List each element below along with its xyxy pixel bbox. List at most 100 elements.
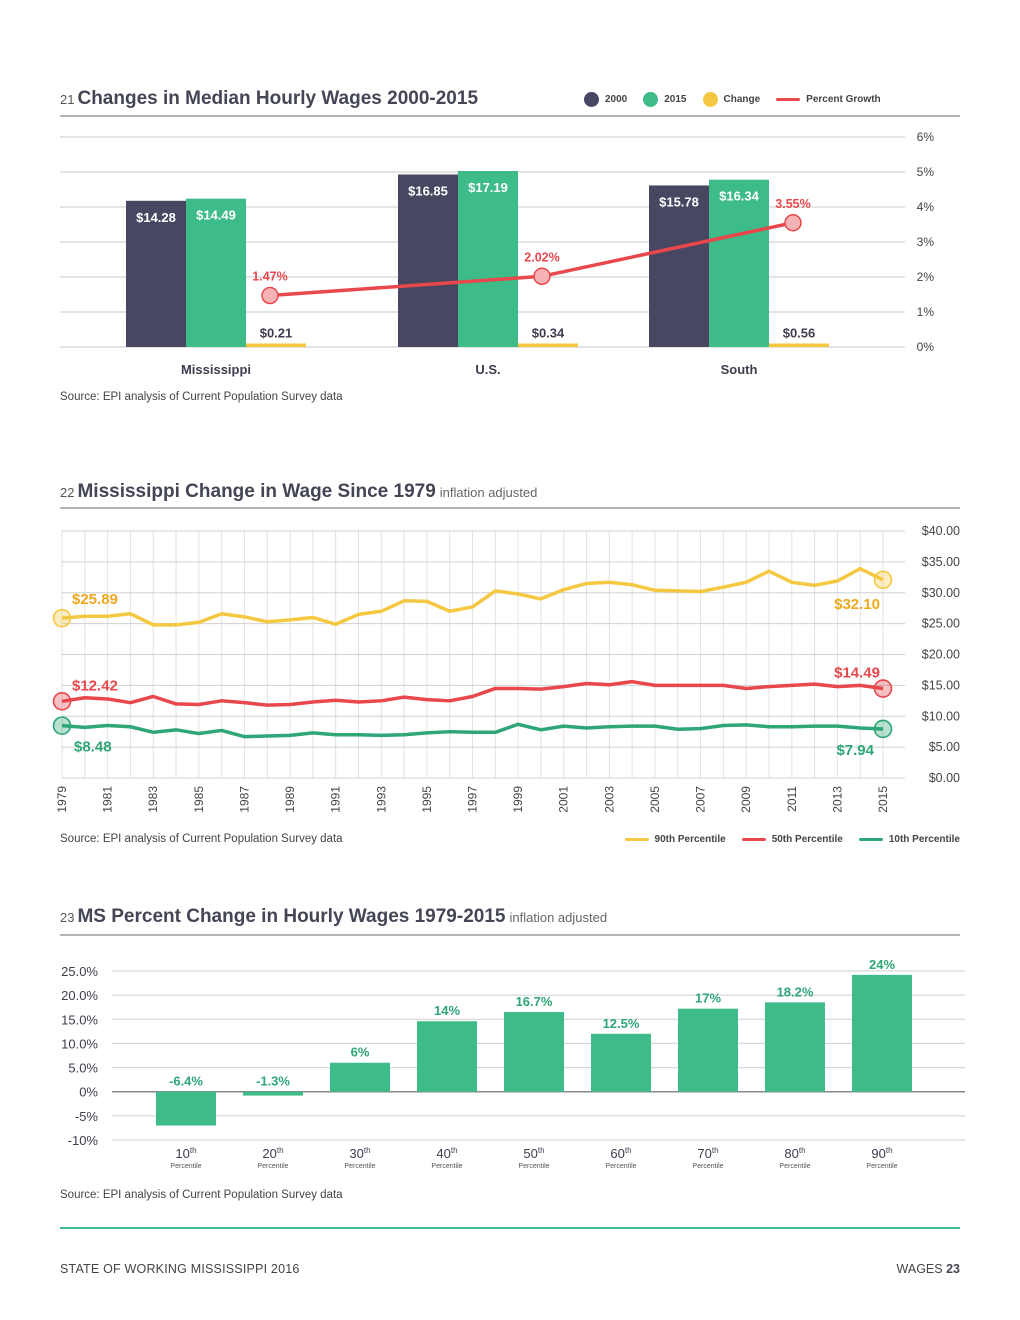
x-category-label: U.S. [475,362,500,377]
x-tick-label: 1983 [146,786,160,813]
bar-20th-percentile [243,1091,303,1096]
bar-value-label: 17% [695,991,721,1006]
y-tick-label: 2% [917,270,935,284]
x-tick-label: 1997 [466,786,480,813]
percent-growth-label: 1.47% [252,270,287,284]
legend-label: 50th Percentile [771,834,843,845]
x-category-label: 20th [262,1146,283,1161]
series-start-label: $25.89 [72,591,118,608]
bar-u-s-2015 [458,171,518,347]
legend-label: 2015 [664,94,687,105]
legend-swatch [643,92,659,107]
bar-value-label: $0.34 [532,326,565,341]
fig1-title: 21 Changes in Median Hourly Wages 2000-20… [60,88,478,110]
fig1-source: Source: EPI analysis of Current Populati… [60,391,343,403]
fig2-title-rule [60,507,960,509]
y-tick-label: 20.0% [61,988,98,1003]
x-tick-label: 2013 [830,786,844,813]
fig1-chart: 0% 1% 2% 3% 4% 5% 6% $14.28 $14.49 $0.21 Mississip… [60,130,935,377]
fig3-title-rule [60,934,960,936]
x-tick-label: 2009 [739,786,753,813]
series-end-marker [873,679,893,698]
footer-page-number: 23 [946,1262,960,1276]
percent-growth-point [784,214,802,232]
bar-70th-percentile [678,1008,738,1092]
y-tick-label: 3% [917,235,935,249]
series-end-marker [873,570,893,590]
series-line-50th-percentile [61,679,884,707]
x-tick-label: 2003 [602,786,616,813]
bar-value-label: 12.5% [603,1016,640,1031]
x-category-label: South [721,362,758,377]
x-tick-label: 1995 [420,786,434,813]
x-category-sublabel: Percentile [344,1163,375,1170]
fig3-source: Source: EPI analysis of Current Populati… [60,1189,343,1201]
legend-item-2015: 2015 [643,92,687,107]
bar-value-label: $16.85 [408,183,448,198]
y-tick-label: 0% [79,1085,98,1100]
x-tick-label: 1989 [283,786,297,813]
x-category-label: 80th [784,1146,805,1161]
footer-page-info: WAGES 23 [897,1262,960,1276]
fig2-source: Source: EPI analysis of Current Populati… [60,833,343,845]
bar-south-2000 [649,185,709,347]
x-category-sublabel: Percentile [779,1163,810,1170]
fig2-number: 22 [60,485,75,500]
y-tick-label: $35.00 [922,555,960,569]
y-tick-label: 0% [917,340,935,354]
bar-value-label: $14.49 [196,208,236,223]
fig2-title: 22 Mississippi Change in Wage Since 1979 i… [60,481,537,503]
bar-south-2015 [709,179,769,347]
bar-value-label: 24% [869,957,895,972]
bar-value-label: $16.34 [719,189,760,204]
y-tick-label: $10.00 [922,709,960,723]
x-tick-label: 2001 [557,786,571,813]
x-tick-label: 1991 [329,786,343,813]
bar-u-s-2000 [398,174,458,347]
series-start-label: $12.42 [72,677,118,694]
x-category-sublabel: Percentile [518,1163,549,1170]
x-category-label: 70th [697,1146,718,1161]
series-start-label: $8.48 [74,739,112,756]
fig3-chart: -10% -5% 0% 5.0% 10.0% 15.0% 20.0% 25.0% -6.4% 10… [61,957,965,1170]
fig1-title-rule [60,115,960,117]
bar-value-label: -1.3% [256,1074,290,1089]
bar-value-label: 18.2% [777,984,814,999]
series-end-marker [873,719,893,739]
y-tick-label: $15.00 [922,678,960,692]
y-tick-label: $40.00 [922,524,960,538]
footer-publication-title: STATE OF WORKING MISSISSIPPI 2016 [60,1262,300,1276]
y-tick-label: -5% [75,1109,99,1124]
legend-swatch [776,98,801,101]
x-tick-label: 2007 [694,786,708,813]
x-category-sublabel: Percentile [257,1163,288,1170]
x-category-sublabel: Percentile [605,1163,636,1170]
x-category-label: 60th [610,1146,631,1161]
y-tick-label: 6% [917,130,935,144]
legend-swatch [858,838,883,841]
bar-value-label: $0.56 [783,326,816,341]
bar-40th-percentile [417,1021,477,1092]
series-line-90th-percentile [61,566,884,627]
x-tick-label: 2011 [785,786,799,812]
x-tick-label: 1993 [374,786,388,813]
footer-rule [60,1227,960,1229]
y-tick-label: $25.00 [922,617,960,631]
y-tick-label: -10% [68,1133,99,1148]
legend-item-50th-percentile: 50th Percentile [741,834,843,845]
legend-swatch [624,838,649,841]
fig1-legend: 2000 2015 Change Percent Growth [568,92,881,107]
bar-mississippi-2015 [186,198,246,347]
y-tick-label: $5.00 [929,740,960,754]
fig2-legend: 90th Percentile 50th Percentile 10th Perce… [609,834,960,845]
series-end-label: $7.94 [836,742,874,759]
percent-growth-point [533,267,551,286]
bar-south-change [769,343,829,347]
x-category-sublabel: Percentile [431,1163,462,1170]
y-tick-label: 15.0% [61,1012,98,1027]
fig1-title-text: Changes in Median Hourly Wages 2000-2015 [77,88,479,109]
y-tick-label: 5% [917,165,935,179]
legend-label: 10th Percentile [888,834,960,845]
fig2-chart: $0.00 $5.00 $10.00 $15.00 $20.00 $25.00 $30.00… [52,524,960,813]
bar-value-label: 14% [434,1003,460,1018]
